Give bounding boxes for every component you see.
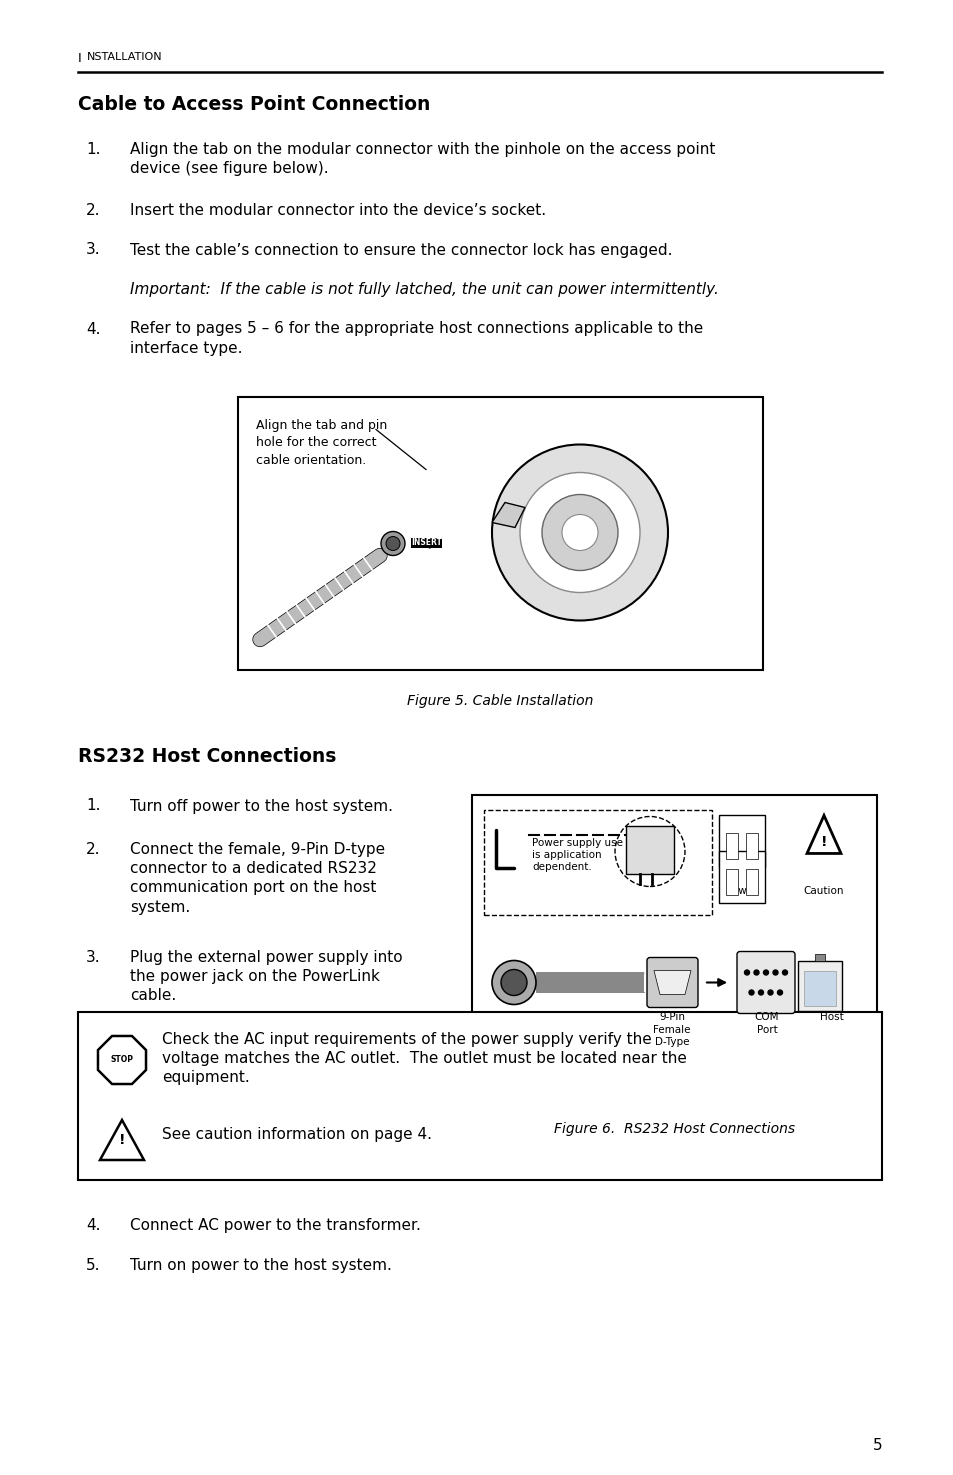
Text: INSERT: INSERT [411,538,441,547]
Polygon shape [654,971,690,994]
Text: Plug the external power supply into
the power jack on the PowerLink
cable.: Plug the external power supply into the … [130,950,402,1003]
Circle shape [762,971,768,975]
Text: Refer to pages 5 – 6 for the appropriate host connections applicable to the
inte: Refer to pages 5 – 6 for the appropriate… [130,322,702,355]
Circle shape [380,531,405,556]
Text: See caution information on page 4.: See caution information on page 4. [162,1127,432,1142]
Text: 4.: 4. [86,322,100,336]
Text: RS232 Host Connections: RS232 Host Connections [78,746,336,766]
Circle shape [561,515,598,550]
Text: 9-Pin
Female
D-Type: 9-Pin Female D-Type [653,1012,690,1047]
Bar [719,851,764,903]
Text: 5.: 5. [86,1258,100,1273]
Text: Align the tab on the modular connector with the pinhole on the access point
devi: Align the tab on the modular connector w… [130,142,715,176]
Circle shape [743,971,749,975]
FancyBboxPatch shape [737,951,794,1013]
Text: Insert the modular connector into the device’s socket.: Insert the modular connector into the de… [130,204,545,218]
Bar [719,814,764,866]
Text: Caution: Caution [803,886,843,897]
Text: NSTALLATION: NSTALLATION [87,52,162,62]
Circle shape [753,971,759,975]
Circle shape [758,990,762,996]
Text: Cable to Access Point Connection: Cable to Access Point Connection [78,94,430,114]
Circle shape [777,990,781,996]
Text: !: ! [820,835,826,848]
Text: Align the tab and pin
hole for the correct
cable orientation.: Align the tab and pin hole for the corre… [255,419,387,466]
Circle shape [748,990,753,996]
Text: 2.: 2. [86,204,100,218]
Text: 5: 5 [871,1438,882,1453]
Bar [814,953,824,960]
Circle shape [767,990,772,996]
Bar [483,810,711,914]
Bar [803,971,835,1006]
Text: Power: Power [725,886,757,897]
Text: STOP: STOP [111,1056,133,1065]
Text: Host: Host [820,1012,843,1022]
Text: Test the cable’s connection to ensure the connector lock has engaged.: Test the cable’s connection to ensure th… [130,242,672,258]
Bar [78,1012,882,1180]
Bar [725,832,738,858]
Polygon shape [98,1035,146,1084]
Text: Check the AC input requirements of the power supply verify the
voltage matches t: Check the AC input requirements of the p… [162,1032,686,1086]
Text: !: ! [118,1133,125,1148]
Bar [745,832,758,858]
Text: Turn on power to the host system.: Turn on power to the host system. [130,1258,392,1273]
Text: Power supply use
is application
dependent.: Power supply use is application dependen… [532,838,622,872]
Bar [536,972,643,993]
Text: I: I [78,52,82,65]
Circle shape [781,971,786,975]
Text: Connect the female, 9-Pin D-type
connector to a dedicated RS232
communication po: Connect the female, 9-Pin D-type connect… [130,842,385,914]
Bar [472,795,876,1096]
Circle shape [492,960,536,1004]
Text: 4.: 4. [86,1218,100,1233]
Circle shape [519,472,639,593]
Text: Connect AC power to the transformer.: Connect AC power to the transformer. [130,1218,420,1233]
Text: Important:  If the cable is not fully latched, the unit can power intermittently: Important: If the cable is not fully lat… [130,282,719,296]
Text: 1.: 1. [86,142,100,156]
Polygon shape [492,503,524,528]
Bar [625,826,673,873]
Circle shape [492,444,667,621]
Polygon shape [806,816,841,854]
FancyBboxPatch shape [646,957,698,1007]
Bar [797,960,841,1010]
Bar [745,869,758,894]
Bar [725,869,738,894]
Circle shape [772,971,778,975]
Polygon shape [100,1120,144,1159]
Circle shape [541,494,618,571]
Text: 1.: 1. [86,798,100,814]
Text: Figure 5. Cable Installation: Figure 5. Cable Installation [407,695,593,708]
Text: Turn off power to the host system.: Turn off power to the host system. [130,798,393,814]
Text: 3.: 3. [86,950,100,965]
Circle shape [386,537,399,550]
Text: COM
Port: COM Port [754,1012,779,1035]
Text: Figure 6.  RS232 Host Connections: Figure 6. RS232 Host Connections [554,1122,794,1137]
Text: 2.: 2. [86,842,100,857]
Text: 3.: 3. [86,242,100,258]
Circle shape [500,969,526,996]
Bar [237,397,762,670]
